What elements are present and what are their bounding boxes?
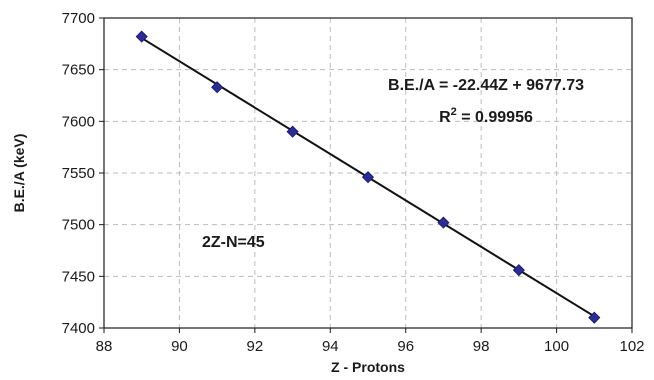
y-tick-label: 7400 — [62, 320, 95, 337]
x-tick-label: 92 — [247, 338, 264, 355]
x-tick-label: 102 — [619, 338, 644, 355]
data-point — [211, 81, 224, 94]
y-tick-label: 7700 — [62, 10, 95, 27]
data-points — [135, 30, 601, 324]
x-tick-label: 96 — [397, 338, 414, 355]
data-point — [437, 216, 450, 229]
data-point — [361, 171, 375, 184]
y-axis-title: B.E./A (keV) — [11, 134, 27, 213]
r-squared-superscript: 2 — [451, 106, 457, 118]
data-point — [286, 125, 299, 138]
x-tick-label: 100 — [544, 338, 569, 355]
y-tick-label: 7650 — [62, 62, 95, 79]
data-point — [135, 30, 148, 43]
data-point — [512, 264, 525, 277]
y-tick-label: 7450 — [62, 268, 95, 285]
equation-annotation: B.E./A = -22.44Z + 9677.73 — [388, 77, 584, 94]
x-tick-label: 94 — [322, 338, 339, 355]
y-tick-label: 7600 — [62, 113, 95, 130]
tick-labels: 88 90 92 94 96 98 100 102 7400 7450 7500 7550 7600 76… — [62, 10, 645, 355]
grid — [104, 18, 632, 328]
x-axis-title: Z - Protons — [331, 359, 405, 375]
x-tick-label: 88 — [96, 338, 113, 355]
data-point — [588, 311, 601, 324]
r-squared-value: = 0.99956 — [457, 109, 533, 126]
y-tick-label: 7550 — [62, 165, 95, 182]
r-squared-prefix: R — [439, 109, 451, 126]
x-tick-label: 90 — [171, 338, 188, 355]
x-tick-label: 98 — [473, 338, 490, 355]
r-squared-annotation: R2 = 0.99956 — [439, 106, 533, 126]
series-label: 2Z-N=45 — [202, 234, 265, 251]
y-tick-label: 7500 — [62, 217, 95, 234]
